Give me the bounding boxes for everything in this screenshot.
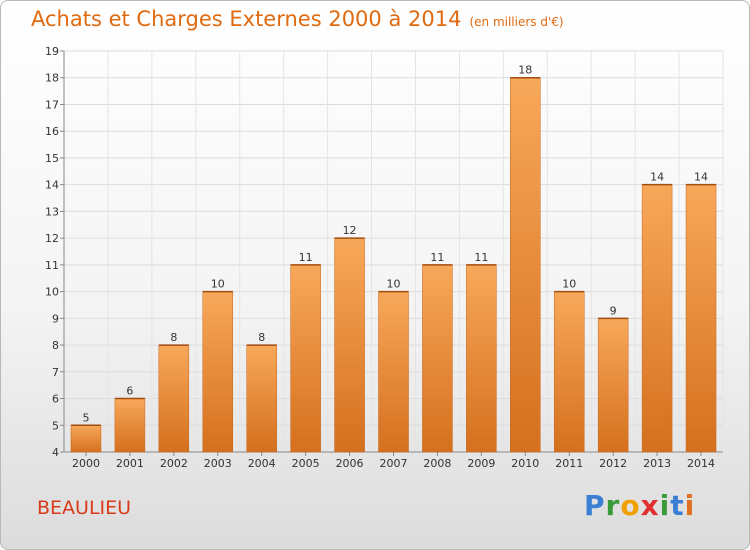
y-tick-label: 7	[52, 366, 59, 379]
data-label: 6	[126, 385, 133, 398]
commune-name: BEAULIEU	[37, 497, 132, 519]
data-label: 14	[694, 171, 708, 184]
data-label: 10	[562, 278, 576, 291]
x-tick-label: 2003	[204, 457, 232, 470]
bar	[70, 425, 102, 453]
bar	[641, 184, 673, 453]
x-tick-label: 2006	[336, 457, 364, 470]
data-label: 11	[430, 251, 444, 264]
y-tick-label: 11	[45, 259, 59, 272]
logo-letter: i	[659, 489, 671, 522]
bar	[246, 344, 277, 453]
data-label: 12	[343, 224, 357, 237]
data-label: 8	[258, 331, 265, 344]
y-tick-label: 8	[52, 339, 59, 352]
y-tick-label: 4	[52, 446, 59, 459]
bar	[422, 264, 453, 453]
x-tick-label: 2014	[687, 457, 715, 470]
x-tick-label: 2000	[72, 457, 100, 470]
chart-subtitle: (en milliers d'€)	[469, 15, 564, 29]
x-tick-label: 2002	[160, 457, 188, 470]
y-tick-label: 5	[52, 419, 59, 432]
bar	[510, 77, 541, 453]
y-tick-label: 17	[45, 98, 59, 111]
logo-letter: r	[605, 489, 621, 522]
logo-letter: t	[670, 489, 685, 522]
x-tick-label: 2012	[599, 457, 627, 470]
bar	[202, 291, 234, 453]
bars	[70, 76, 717, 453]
proxiti-logo[interactable]: Proxiti	[584, 489, 695, 522]
y-tick-label: 12	[45, 232, 59, 245]
labels: 4 5 6 7 8 9 10 11 12 13 14 15 16 17 18 19 5 2000 6 2001 8 200…	[45, 45, 715, 470]
y-tick-label: 18	[45, 72, 59, 85]
logo-letter: i	[684, 489, 696, 522]
data-label: 18	[518, 64, 532, 77]
data-label: 14	[650, 171, 664, 184]
y-tick-label: 13	[45, 205, 59, 218]
y-tick-label: 14	[45, 179, 59, 192]
y-tick-label: 10	[45, 286, 59, 299]
chart-title: Achats et Charges Externes 2000 à 2014 (e…	[31, 7, 564, 31]
x-tick-label: 2001	[116, 457, 144, 470]
x-tick-label: 2005	[292, 457, 320, 470]
data-label: 8	[170, 331, 177, 344]
bar	[685, 184, 717, 453]
data-label: 5	[82, 411, 89, 424]
data-label: 10	[211, 278, 225, 291]
bar	[597, 318, 629, 453]
y-tick-label: 6	[52, 393, 59, 406]
logo-letter: P	[584, 489, 606, 522]
x-tick-label: 2008	[423, 457, 451, 470]
bar	[466, 264, 497, 453]
y-tick-label: 16	[45, 125, 59, 138]
bar	[553, 291, 585, 453]
x-tick-label: 2013	[643, 457, 671, 470]
bar	[290, 264, 321, 453]
chart-title-text: Achats et Charges Externes 2000 à 2014	[31, 7, 462, 31]
x-tick-label: 2009	[467, 457, 495, 470]
y-tick-label: 19	[45, 45, 59, 58]
data-label: 9	[610, 304, 617, 317]
data-label: 11	[474, 251, 488, 264]
x-tick-label: 2007	[380, 457, 408, 470]
bar	[158, 344, 190, 453]
data-label: 10	[387, 278, 401, 291]
x-tick-label: 2004	[248, 457, 276, 470]
data-label: 11	[299, 251, 313, 264]
logo-letter: x	[640, 489, 660, 522]
bar	[114, 398, 146, 453]
logo-letter: o	[620, 489, 641, 522]
x-tick-label: 2011	[555, 457, 583, 470]
y-tick-label: 9	[52, 312, 59, 325]
y-tick-label: 15	[45, 152, 59, 165]
x-tick-label: 2010	[511, 457, 539, 470]
bar	[334, 237, 365, 453]
bar	[378, 291, 409, 453]
